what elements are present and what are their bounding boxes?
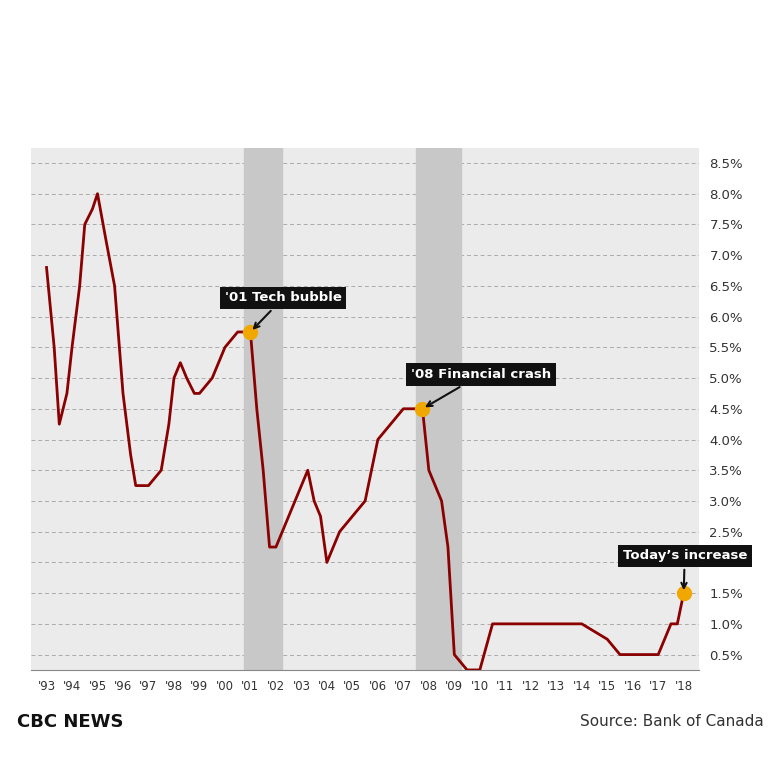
Text: CBC NEWS: CBC NEWS (17, 712, 123, 731)
Text: '01 Tech bubble: '01 Tech bubble (225, 291, 342, 329)
Text: Today’s increase: Today’s increase (622, 550, 747, 588)
Text: overnight interest rate: overnight interest rate (20, 92, 522, 131)
Text: Bank of Canada: Bank of Canada (20, 38, 362, 76)
Text: '08 Financial crash: '08 Financial crash (411, 368, 551, 407)
Text: Source: Bank of Canada: Source: Bank of Canada (580, 714, 764, 729)
Bar (416, 148, 461, 670)
Bar (244, 148, 282, 670)
